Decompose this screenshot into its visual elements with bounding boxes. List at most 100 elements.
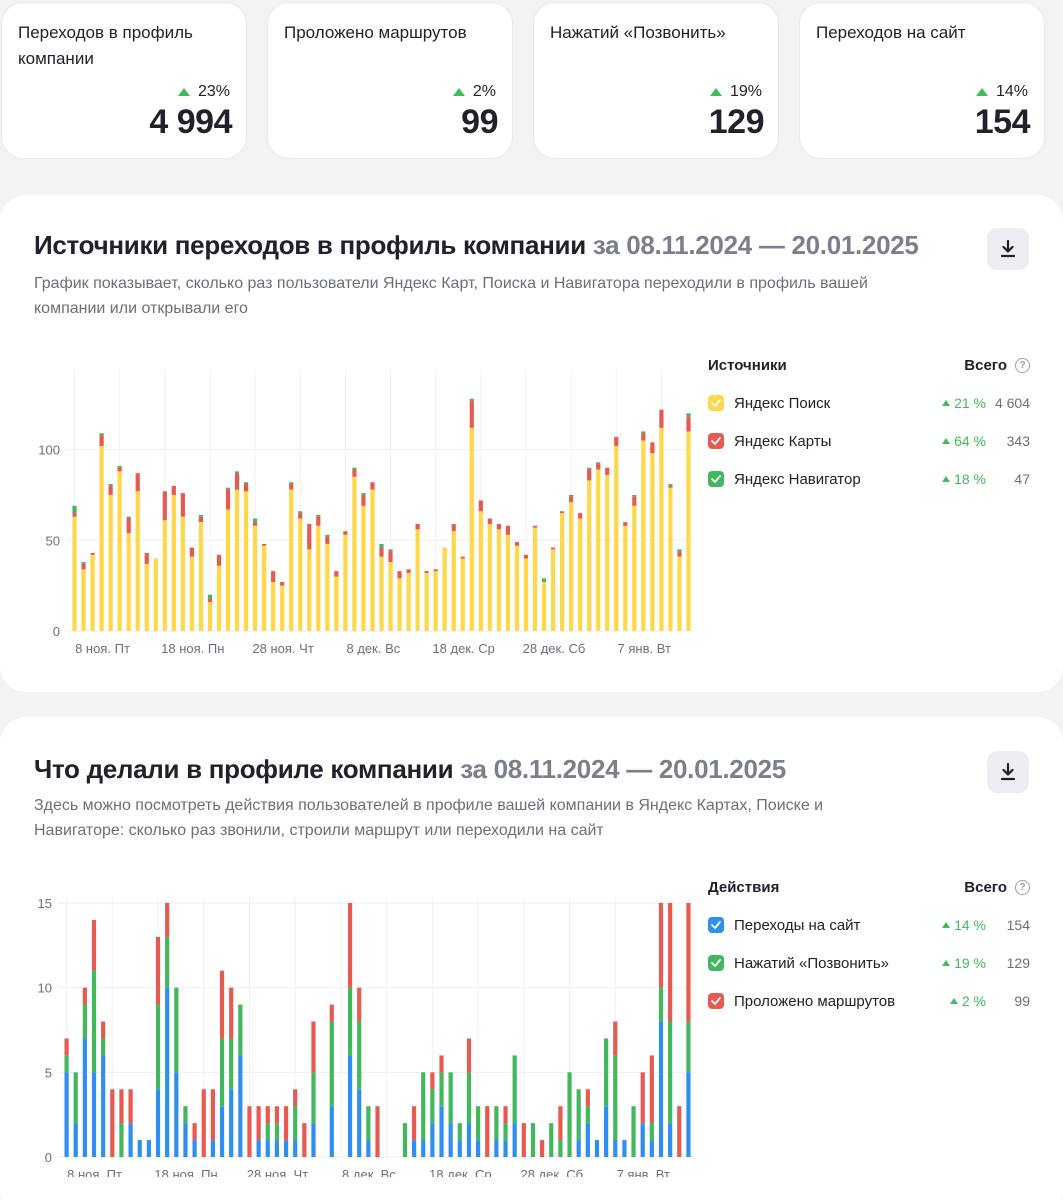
y-tick-label: 15: [38, 896, 52, 911]
bar-segment: [415, 529, 420, 631]
bar-segment: [252, 518, 258, 523]
bar-segment: [265, 1140, 270, 1157]
stat-delta: 23%: [177, 83, 230, 101]
bar-segment: [523, 558, 529, 631]
x-tick-label: 7 янв. Вт: [617, 1167, 670, 1177]
legend-item-search[interactable]: Яндекс Поиск 21 % 4 604: [708, 393, 1030, 413]
bar-segment: [262, 545, 267, 631]
stat-card-site-visits[interactable]: Переходов на сайт 14% 154: [799, 2, 1045, 159]
bar-segment: [686, 903, 691, 1022]
actions-title: Что делали в профиле компании за 08.11.2…: [34, 754, 786, 784]
bar-segment: [135, 473, 140, 492]
bar-segment: [559, 513, 565, 631]
bar-segment: [329, 1021, 334, 1107]
y-tick-label: 0: [53, 624, 60, 639]
bar-segment: [325, 536, 330, 544]
bar-segment: [225, 489, 231, 510]
bar-segment: [641, 440, 646, 631]
y-tick-label: 50: [46, 533, 60, 548]
checkbox-checked-icon[interactable]: [708, 471, 724, 487]
legend-item-routes[interactable]: Проложено маршрутов 2 % 99: [708, 991, 1030, 1011]
bar-segment: [91, 1072, 97, 1157]
bar-segment: [91, 970, 97, 1073]
stat-card-profile-visits[interactable]: Переходов в профиль компании 23% 4 994: [1, 2, 247, 159]
bar-segment: [347, 987, 353, 1056]
bar-segment: [325, 534, 330, 537]
bar-segment: [659, 409, 664, 428]
bar-segment: [280, 585, 285, 631]
bar-segment: [126, 516, 131, 519]
bar-segment: [596, 462, 601, 465]
checkbox-checked-icon[interactable]: [708, 395, 724, 411]
download-button[interactable]: [987, 228, 1029, 270]
bar-segment: [229, 987, 234, 1039]
bar-segment: [406, 569, 411, 573]
bar-segment: [165, 936, 170, 988]
bar-segment: [219, 1106, 225, 1157]
bar-segment: [640, 1072, 645, 1124]
checkbox-checked-icon[interactable]: [708, 955, 724, 971]
help-icon[interactable]: ?: [1015, 357, 1030, 373]
bar-segment: [469, 398, 474, 401]
bar-segment: [234, 489, 240, 631]
bar-segment: [460, 558, 465, 631]
y-tick-label: 0: [45, 1150, 52, 1165]
bar-segment: [596, 464, 601, 470]
bar-segment: [614, 445, 619, 631]
bar-segment: [448, 1123, 453, 1157]
sources-chart: 0 50 100 8 ноя. Пт 18 ноя. Пн 28 ноя. Чт 8 дек…: [38, 369, 693, 655]
stat-label: Проложено маршрутов: [284, 23, 467, 42]
bar-segment: [352, 476, 357, 631]
bar-segment: [357, 1021, 362, 1090]
bar-segment: [366, 1106, 371, 1141]
bar-segment: [271, 571, 276, 583]
bar-segment: [379, 556, 384, 631]
legend-item-navigator[interactable]: Яндекс Навигатор 18 % 47: [708, 469, 1030, 489]
bar-segment: [375, 1106, 380, 1157]
bar-segment: [229, 1038, 234, 1090]
arrow-up-icon: [942, 438, 951, 444]
bar-segment: [198, 516, 204, 523]
bar-segment: [668, 485, 673, 488]
stat-card-calls[interactable]: Нажатий «Позвонить» 19% 129: [533, 2, 779, 159]
checkbox-checked-icon[interactable]: [708, 993, 724, 1009]
bar-segment: [99, 433, 104, 436]
bar-segment: [650, 453, 655, 631]
download-button[interactable]: [987, 751, 1029, 793]
help-icon[interactable]: ?: [1015, 879, 1030, 895]
checkbox-checked-icon[interactable]: [708, 917, 724, 933]
x-tick-label: 28 дек. Сб: [523, 641, 586, 655]
bar-segment: [430, 1089, 435, 1124]
bar-segment: [668, 487, 673, 631]
stat-delta: 14%: [975, 83, 1028, 101]
bar-segment: [433, 571, 438, 631]
bar-segment: [613, 1140, 618, 1157]
legend-item-pct: 18 %: [942, 471, 986, 487]
legend-item-calls[interactable]: Нажатий «Позвонить» 19 % 129: [708, 953, 1030, 973]
bar-segment: [512, 1123, 517, 1157]
bar-segment: [343, 531, 348, 535]
bar-segment: [180, 516, 185, 631]
bar-segment: [252, 525, 258, 631]
checkbox-checked-icon[interactable]: [708, 433, 724, 449]
bar-segment: [90, 554, 95, 631]
stat-card-routes[interactable]: Проложено маршрутов 2% 99: [267, 2, 513, 159]
bar-segment: [128, 1123, 133, 1157]
bar-segment: [587, 480, 592, 631]
legend-item-count: 4 604: [994, 395, 1030, 411]
legend-item-count: 154: [1006, 917, 1030, 933]
bar-segment: [559, 511, 565, 514]
legend-item-site[interactable]: Переходы на сайт 14 % 154: [708, 915, 1030, 935]
legend-item-pct: 64 %: [942, 433, 986, 449]
actions-description: Здесь можно посмотреть действия пользова…: [34, 797, 824, 839]
stat-value: 154: [974, 103, 1031, 141]
bar-segment: [247, 1106, 252, 1157]
bar-segment: [668, 1021, 673, 1124]
legend-title: Действия: [708, 878, 780, 896]
bar-segment: [668, 903, 673, 1022]
bar-segment: [72, 505, 77, 514]
bar-segment: [361, 505, 366, 631]
legend-item-maps[interactable]: Яндекс Карты 64 % 343: [708, 431, 1030, 451]
legend-item-name: Проложено маршрутов: [734, 992, 896, 1010]
x-tick-label: 8 дек. Вс: [342, 1167, 396, 1177]
